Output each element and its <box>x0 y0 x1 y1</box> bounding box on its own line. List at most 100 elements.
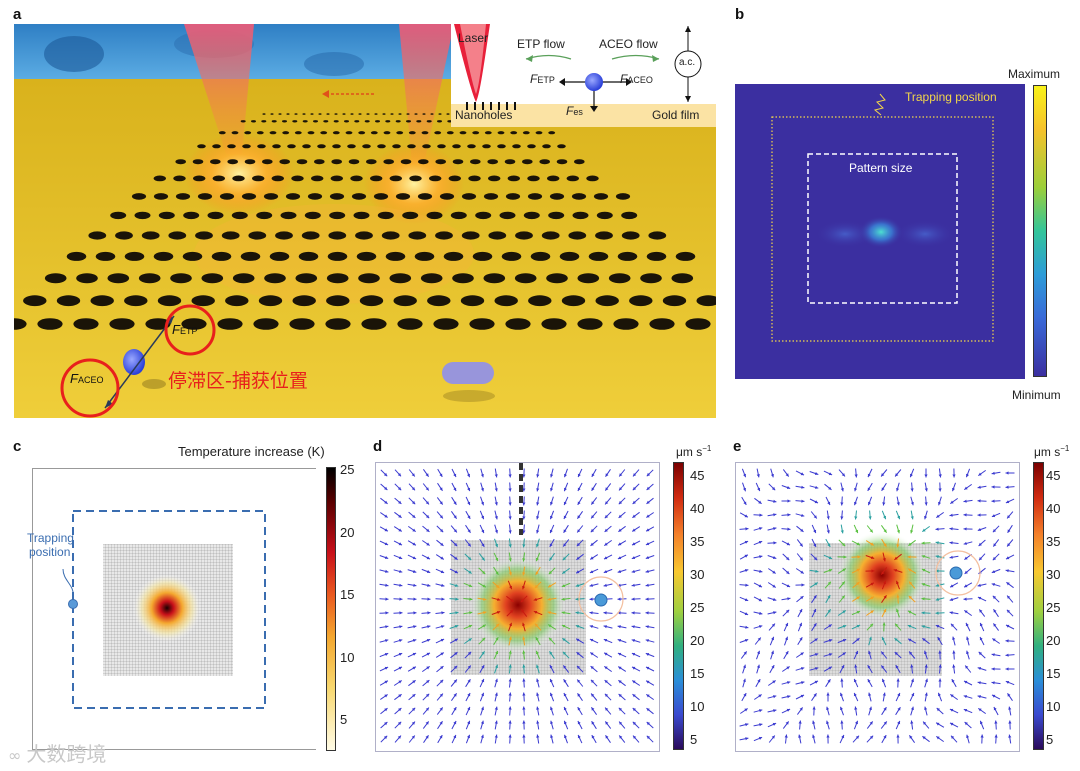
flow-arrow-head <box>482 584 486 588</box>
flow-arrow-head <box>758 500 762 504</box>
flow-arrow-head <box>842 652 846 656</box>
flow-arrow-head <box>1005 653 1009 657</box>
inset-f-etp-sub: ETP <box>537 75 555 85</box>
flow-arrow-head <box>550 720 554 724</box>
flow-arrow-head <box>966 636 970 640</box>
flow-arrow-head <box>550 501 554 506</box>
flow-arrow-head <box>563 543 567 547</box>
nanohole <box>207 211 224 220</box>
flow-arrow-head <box>398 528 402 532</box>
flow-arrow-head <box>467 501 471 506</box>
nanohole <box>153 251 174 261</box>
nanohole <box>269 131 277 135</box>
nanohole <box>355 231 373 240</box>
nanohole <box>356 251 377 261</box>
flow-arrow-head <box>978 472 982 476</box>
flow-arrow-head <box>645 653 650 656</box>
flow-arrow-head <box>856 596 860 600</box>
flow-arrow-head <box>384 542 389 546</box>
nanohole <box>261 120 267 123</box>
flow-arrow-head <box>631 569 635 573</box>
flow-arrow-head <box>427 625 431 629</box>
nanohole <box>219 193 235 200</box>
flow-arrow-head <box>522 474 526 478</box>
flow-arrow-head <box>1006 556 1010 560</box>
flow-arrow-head <box>896 678 900 682</box>
nanohole <box>541 231 560 240</box>
flow-arrow-head <box>759 569 763 573</box>
panel-c-label: c <box>13 438 22 455</box>
flow-arrow-head <box>1005 500 1010 504</box>
flow-arrow-head <box>632 708 636 712</box>
nanohole <box>696 295 716 307</box>
flow-arrow-head <box>439 721 443 725</box>
flow-arrow-head <box>412 514 416 518</box>
flow-arrow-head <box>549 543 553 547</box>
flow-arrow-head <box>910 488 914 492</box>
nanohole <box>406 120 411 123</box>
nanohole <box>461 231 480 240</box>
flow-arrow-head <box>521 609 525 613</box>
flow-arrow-head <box>759 723 763 727</box>
flow-arrow-head <box>577 693 581 697</box>
flow-arrow-head <box>426 570 431 573</box>
flow-arrow-head <box>563 529 567 533</box>
flow-arrow-head <box>563 679 567 683</box>
flow-arrow-head <box>494 530 498 534</box>
flow-arrow-head <box>827 679 831 683</box>
flow-arrow-head <box>482 570 486 575</box>
nanohole <box>377 211 394 220</box>
flow-arrow-head <box>426 666 430 670</box>
flow-arrow-head <box>439 735 443 739</box>
flow-arrow-head <box>604 652 608 656</box>
nanohole <box>523 211 540 220</box>
flow-arrow-head <box>813 595 817 599</box>
flow-arrow-head <box>646 735 651 740</box>
flow-arrow-head <box>522 544 526 548</box>
nanohole <box>382 113 386 115</box>
flow-arrow-head <box>800 528 804 532</box>
flow-arrow-head <box>618 528 622 532</box>
flow-arrow-head <box>756 474 760 478</box>
flow-arrow-head <box>591 693 595 697</box>
flow-arrow-head <box>535 557 539 562</box>
flow-arrow-head <box>883 543 887 547</box>
flow-arrow-head <box>815 485 819 489</box>
nanohole <box>183 211 200 220</box>
flow-arrow-head <box>843 555 847 559</box>
flow-arrow-head <box>589 638 594 642</box>
colorbar-tick-label: 40 <box>690 501 705 516</box>
flow-arrow-head <box>536 516 540 520</box>
flow-arrow-head <box>632 666 636 670</box>
nanohole <box>124 295 148 307</box>
nanohole <box>252 175 265 182</box>
nanohole <box>358 113 362 115</box>
flow-arrow-head <box>536 530 540 534</box>
nanohole <box>472 251 493 261</box>
flow-arrow-head <box>908 595 912 600</box>
flow-arrow-head <box>785 609 790 614</box>
flow-arrow-head <box>921 568 926 572</box>
flow-arrow-head <box>454 652 458 656</box>
flow-arrow-head <box>533 611 538 614</box>
nanohole <box>285 193 301 200</box>
flow-arrow-head <box>536 692 540 696</box>
flow-arrow-head <box>949 611 953 615</box>
nanohole <box>110 211 127 220</box>
flow-arrow-head <box>759 527 763 531</box>
flow-arrow-head <box>426 680 430 684</box>
flow-arrow-head <box>425 487 429 491</box>
flow-arrow-head <box>550 488 554 492</box>
flow-arrow-head <box>453 487 457 491</box>
flow-arrow-head <box>618 680 622 684</box>
flow-arrow-head <box>632 721 637 726</box>
flow-arrow-head <box>938 488 942 492</box>
inset-aceo-flow-label: ACEO flow <box>599 37 658 51</box>
flow-arrow-head <box>441 625 445 629</box>
flow-arrow-head <box>867 665 871 669</box>
nanohole <box>334 113 338 115</box>
nanohole <box>527 175 540 182</box>
flow-arrow-head <box>856 638 860 642</box>
colorbar-tick-label: 10 <box>340 649 355 665</box>
flow-arrow-head <box>535 623 539 627</box>
